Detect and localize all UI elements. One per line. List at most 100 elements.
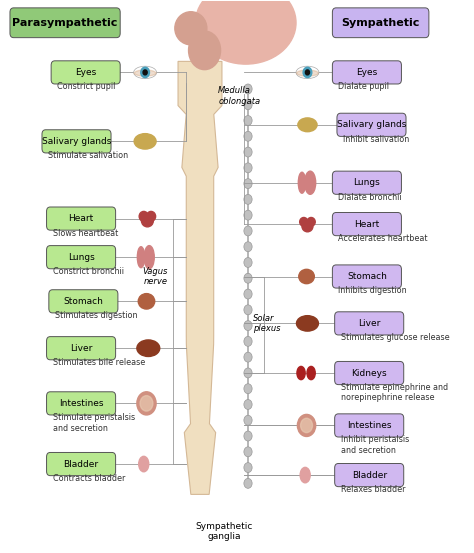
Circle shape	[244, 415, 252, 425]
Text: Intestines: Intestines	[59, 399, 103, 408]
Circle shape	[143, 70, 147, 75]
Ellipse shape	[297, 367, 305, 380]
FancyBboxPatch shape	[51, 61, 120, 84]
FancyBboxPatch shape	[46, 207, 116, 230]
FancyBboxPatch shape	[335, 312, 404, 335]
FancyBboxPatch shape	[10, 8, 120, 38]
Circle shape	[244, 147, 252, 157]
FancyBboxPatch shape	[335, 414, 404, 437]
Polygon shape	[178, 61, 222, 494]
Text: Inhibits digestion: Inhibits digestion	[338, 286, 407, 295]
Text: Medulla
oblongata: Medulla oblongata	[219, 86, 260, 106]
Text: Stimulate peristalsis
and secretion: Stimulate peristalsis and secretion	[53, 413, 135, 432]
Text: Accelerates heartbeat: Accelerates heartbeat	[338, 234, 428, 243]
FancyBboxPatch shape	[46, 337, 116, 360]
Ellipse shape	[302, 221, 313, 232]
Text: Slows heartbeat: Slows heartbeat	[53, 228, 118, 237]
FancyBboxPatch shape	[335, 362, 404, 385]
Text: Heart: Heart	[354, 220, 380, 228]
Text: Eyes: Eyes	[75, 68, 96, 77]
Circle shape	[141, 67, 149, 77]
Ellipse shape	[137, 392, 156, 415]
Ellipse shape	[300, 217, 308, 226]
Ellipse shape	[298, 172, 306, 193]
Text: Sympathetic
ganglia: Sympathetic ganglia	[195, 522, 253, 541]
Text: Stimulates glucose release: Stimulates glucose release	[341, 333, 449, 342]
Ellipse shape	[175, 12, 207, 45]
Circle shape	[244, 100, 252, 109]
FancyBboxPatch shape	[332, 212, 401, 236]
Ellipse shape	[189, 31, 220, 70]
FancyBboxPatch shape	[46, 452, 116, 476]
Circle shape	[244, 399, 252, 409]
Ellipse shape	[139, 211, 148, 221]
Text: Bladder: Bladder	[64, 460, 99, 468]
Text: Stimulate epinephrine and
norepinephrine release: Stimulate epinephrine and norepinephrine…	[341, 383, 448, 403]
Circle shape	[244, 447, 252, 457]
Text: Relaxes bladder: Relaxes bladder	[341, 485, 405, 494]
Text: Stimulate salivation: Stimulate salivation	[48, 152, 128, 160]
Text: Heart: Heart	[68, 214, 94, 223]
Text: Sympathetic: Sympathetic	[341, 18, 420, 28]
FancyBboxPatch shape	[332, 265, 401, 288]
Text: Parasympathetic: Parasympathetic	[12, 18, 118, 28]
Text: Contracts bladder: Contracts bladder	[53, 474, 125, 483]
Ellipse shape	[139, 456, 149, 472]
Ellipse shape	[299, 269, 314, 284]
Text: Lungs: Lungs	[68, 253, 94, 262]
Ellipse shape	[134, 134, 156, 149]
Text: Constrict bronchii: Constrict bronchii	[53, 267, 124, 276]
Circle shape	[244, 463, 252, 473]
Text: Vagus
nerve: Vagus nerve	[143, 267, 168, 286]
Circle shape	[244, 431, 252, 441]
Circle shape	[244, 195, 252, 205]
Ellipse shape	[134, 70, 156, 76]
Circle shape	[244, 131, 252, 141]
Text: Stomach: Stomach	[347, 272, 387, 281]
Text: Dialate pupil: Dialate pupil	[338, 82, 389, 91]
Text: Dialate bronchii: Dialate bronchii	[338, 192, 402, 202]
Text: Kidneys: Kidneys	[351, 368, 387, 378]
Circle shape	[244, 179, 252, 189]
Ellipse shape	[298, 118, 317, 132]
Circle shape	[244, 210, 252, 220]
Circle shape	[244, 84, 252, 94]
Ellipse shape	[297, 70, 319, 76]
FancyBboxPatch shape	[49, 290, 118, 313]
FancyBboxPatch shape	[335, 463, 404, 487]
Text: Eyes: Eyes	[356, 68, 377, 77]
Circle shape	[244, 336, 252, 346]
FancyBboxPatch shape	[337, 113, 406, 137]
Text: Constrict pupil: Constrict pupil	[57, 82, 116, 91]
Text: Lungs: Lungs	[354, 178, 380, 187]
Circle shape	[303, 67, 312, 77]
Text: Stomach: Stomach	[64, 297, 103, 306]
FancyBboxPatch shape	[46, 392, 116, 415]
Text: Inhibit peristalsis
and secretion: Inhibit peristalsis and secretion	[341, 435, 409, 455]
Text: Inhibit salivation: Inhibit salivation	[343, 135, 409, 144]
FancyBboxPatch shape	[332, 8, 429, 38]
Circle shape	[244, 289, 252, 299]
Circle shape	[244, 116, 252, 126]
Ellipse shape	[305, 171, 316, 194]
Circle shape	[244, 384, 252, 394]
Ellipse shape	[140, 395, 153, 411]
Text: Solar
plexus: Solar plexus	[253, 314, 280, 333]
Ellipse shape	[141, 215, 154, 227]
Ellipse shape	[134, 66, 156, 79]
Circle shape	[244, 478, 252, 488]
Circle shape	[244, 163, 252, 173]
Ellipse shape	[301, 418, 312, 432]
Ellipse shape	[137, 340, 160, 357]
Circle shape	[244, 273, 252, 283]
Ellipse shape	[297, 414, 316, 436]
Circle shape	[244, 242, 252, 252]
Text: Stimulates bile release: Stimulates bile release	[53, 358, 145, 367]
Ellipse shape	[137, 247, 145, 268]
Ellipse shape	[138, 294, 155, 309]
Circle shape	[244, 305, 252, 315]
Text: Bladder: Bladder	[352, 471, 387, 479]
FancyBboxPatch shape	[46, 246, 116, 269]
Circle shape	[244, 352, 252, 362]
FancyBboxPatch shape	[332, 61, 401, 84]
